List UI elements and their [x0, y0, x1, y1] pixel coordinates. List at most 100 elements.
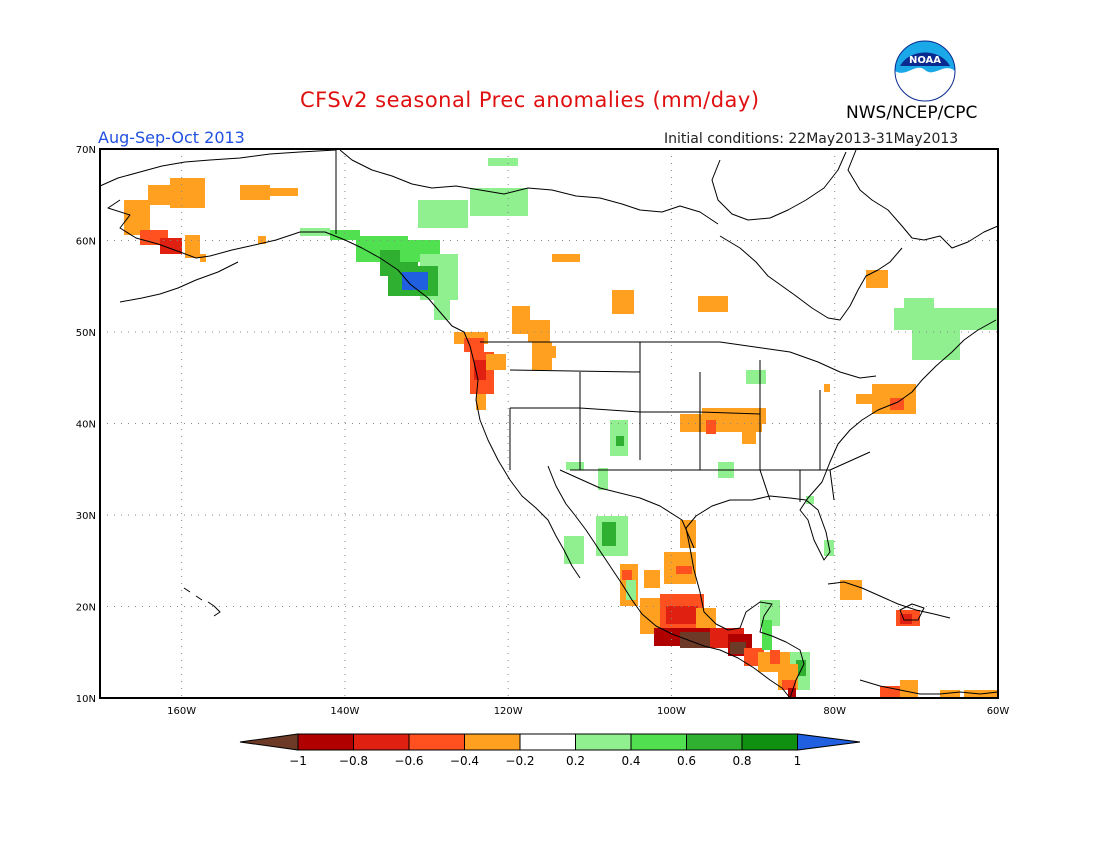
anomaly-cell: [548, 346, 556, 358]
colorbar-tick-label: −0.2: [505, 754, 534, 768]
anomaly-cell: [696, 608, 716, 628]
anomaly-cell: [476, 394, 486, 410]
colorbar-segment: [575, 733, 632, 751]
anomaly-cell: [762, 620, 772, 650]
anomaly-cell: [824, 384, 830, 392]
map-frame: [99, 148, 999, 699]
anomaly-cell: [912, 330, 960, 360]
lat-label: 40N: [76, 420, 96, 431]
anomaly-cell: [616, 436, 624, 446]
colorbar-tick-label: 0.2: [566, 754, 585, 768]
colorbar-legend: −1 −0.8 −0.6 −0.4 −0.2 0.2 0.4 0.6 0.8 1: [239, 733, 861, 768]
lat-label: 30N: [76, 511, 96, 522]
lon-label: 80W: [823, 706, 846, 717]
coastline-outline: [99, 149, 999, 699]
anomaly-cell: [434, 300, 450, 320]
anomaly-cell: [900, 680, 918, 698]
anomaly-cell: [612, 290, 634, 314]
lon-label: 100W: [657, 706, 686, 717]
colorbar-segment: [464, 733, 521, 751]
colorbar-arrow-right: [797, 733, 861, 751]
anomaly-cell: [782, 680, 796, 690]
colorbar-segment: [408, 733, 465, 751]
lat-label: 60N: [76, 237, 96, 248]
anomaly-cell: [706, 420, 716, 434]
anomaly-cell: [470, 188, 528, 216]
anomaly-cell: [402, 272, 428, 290]
anomaly-cell: [566, 462, 584, 470]
lat-label: 70N: [76, 145, 96, 156]
anomaly-cell: [240, 185, 270, 200]
anomaly-cell: [806, 496, 814, 504]
anomaly-cell: [330, 230, 360, 240]
anomaly-cell: [602, 522, 616, 546]
anomaly-cell: [698, 296, 728, 312]
anomaly-cell: [866, 270, 888, 288]
grid-lines: [99, 148, 999, 699]
anomaly-cell: [488, 158, 518, 166]
anomaly-cell: [512, 306, 530, 334]
colorbar-segment: [519, 733, 576, 751]
lon-label: 120W: [494, 706, 523, 717]
anomaly-cell: [626, 580, 636, 600]
noaa-logo-icon: NOAA: [894, 40, 956, 102]
anomaly-cell: [532, 342, 552, 370]
colorbar-tick-label: 0.6: [677, 754, 696, 768]
anomaly-cell: [666, 606, 698, 624]
anomaly-cell: [796, 660, 806, 676]
colorbar-tick-label: −0.6: [394, 754, 423, 768]
colorbar-tick-label: 0.8: [732, 754, 751, 768]
anomaly-cell: [486, 354, 506, 370]
colorbar-arrow-left: [239, 733, 299, 751]
anomaly-cell: [464, 338, 484, 352]
svg-text:NOAA: NOAA: [909, 55, 941, 66]
colorbar-tick-label: −1: [289, 754, 307, 768]
anomaly-cell: [418, 200, 468, 228]
anomaly-cell: [160, 238, 182, 254]
anomaly-cell: [552, 254, 580, 262]
colorbar-tick-label: −0.8: [339, 754, 368, 768]
anomaly-cell: [904, 298, 934, 308]
anomaly-cell: [528, 320, 550, 342]
anomaly-cell: [770, 650, 780, 664]
lon-label: 140W: [330, 706, 359, 717]
anomaly-cell: [856, 394, 882, 404]
anomaly-cell: [268, 188, 298, 196]
anomaly-cell: [148, 185, 185, 205]
map-title: CFSv2 seasonal Prec anomalies (mm/day): [300, 88, 760, 112]
anomaly-cell: [890, 398, 904, 410]
anomaly-cell: [644, 570, 660, 588]
anomaly-cell: [742, 430, 756, 444]
anomaly-cell: [676, 566, 692, 574]
colorbar-segment: [686, 733, 743, 751]
anomaly-cell: [940, 690, 960, 698]
agency-label: NWS/NCEP/CPC: [846, 103, 978, 123]
colorbar-tick-label: −0.4: [450, 754, 479, 768]
colorbar-segment: [741, 733, 798, 751]
anomaly-cell: [840, 580, 862, 600]
colorbar-segment: [353, 733, 410, 751]
anomaly-cell: [746, 370, 766, 384]
anomaly-cell: [622, 570, 632, 580]
axis-labels: 70N 60N 50N 40N 30N 20N 10N 160W 140W 120W 100W 80W…: [76, 145, 1010, 717]
lat-label: 50N: [76, 328, 96, 339]
lon-label: 160W: [167, 706, 196, 717]
lat-label: 10N: [76, 694, 96, 705]
initial-conditions: Initial conditions: 22May2013-31May2013: [664, 131, 959, 147]
anomaly-cell: [730, 642, 746, 654]
colorbar-tick-label: 1: [794, 754, 802, 768]
anomaly-cell: [894, 308, 998, 330]
forecast-period: Aug-Sep-Oct 2013: [98, 128, 245, 147]
anomaly-cell: [900, 614, 912, 624]
anomaly-cell: [564, 536, 584, 564]
anomaly-cell: [185, 235, 200, 258]
lat-label: 20N: [76, 603, 96, 614]
anomaly-cell: [702, 408, 766, 424]
colorbar-segment: [630, 733, 687, 751]
colorbar-segment: [297, 733, 354, 751]
lon-label: 60W: [987, 706, 1010, 717]
colorbar-tick-label: 0.4: [621, 754, 640, 768]
anomaly-cell: [598, 468, 608, 490]
anomaly-cells: [124, 158, 998, 698]
